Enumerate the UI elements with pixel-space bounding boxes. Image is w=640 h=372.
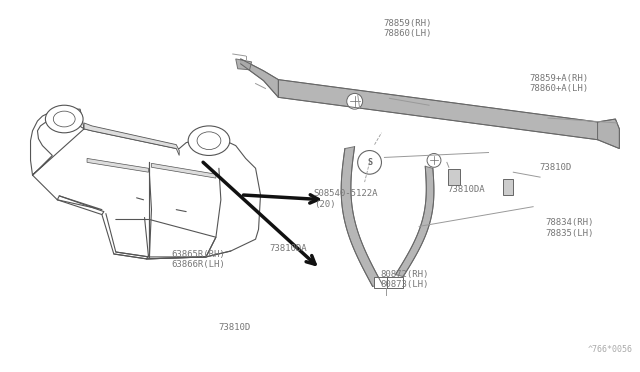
Polygon shape: [396, 166, 434, 277]
Polygon shape: [152, 163, 216, 178]
Text: ^766*0056: ^766*0056: [588, 346, 632, 355]
Text: 73810D: 73810D: [539, 163, 571, 172]
Ellipse shape: [45, 105, 83, 133]
Polygon shape: [341, 147, 382, 286]
Text: S: S: [367, 158, 372, 167]
Circle shape: [358, 151, 381, 174]
Polygon shape: [278, 80, 598, 140]
Polygon shape: [241, 59, 278, 97]
Text: 78859(RH)
78860(LH): 78859(RH) 78860(LH): [383, 19, 432, 38]
Text: 63865R(RH)
63866R(LH): 63865R(RH) 63866R(LH): [171, 250, 225, 269]
Text: 78834(RH)
78835(LH): 78834(RH) 78835(LH): [545, 218, 594, 238]
Text: 73810DA: 73810DA: [447, 185, 484, 194]
Text: 80872(RH)
80873(LH): 80872(RH) 80873(LH): [380, 270, 429, 289]
Polygon shape: [84, 123, 179, 155]
Text: 78859+A(RH)
78860+A(LH): 78859+A(RH) 78860+A(LH): [529, 74, 589, 93]
Ellipse shape: [53, 111, 75, 127]
Bar: [374, 277, 403, 288]
Circle shape: [427, 154, 441, 167]
Ellipse shape: [188, 126, 230, 155]
Polygon shape: [598, 119, 620, 148]
Polygon shape: [87, 158, 148, 172]
Text: 73810D: 73810D: [218, 323, 251, 331]
Polygon shape: [236, 59, 252, 70]
Ellipse shape: [197, 132, 221, 150]
Text: 73810DA: 73810DA: [269, 244, 307, 253]
Polygon shape: [31, 109, 260, 259]
Bar: [448, 169, 460, 185]
Circle shape: [347, 93, 363, 109]
Bar: [504, 179, 513, 195]
Text: S08540-5122A
(20): S08540-5122A (20): [314, 189, 378, 209]
